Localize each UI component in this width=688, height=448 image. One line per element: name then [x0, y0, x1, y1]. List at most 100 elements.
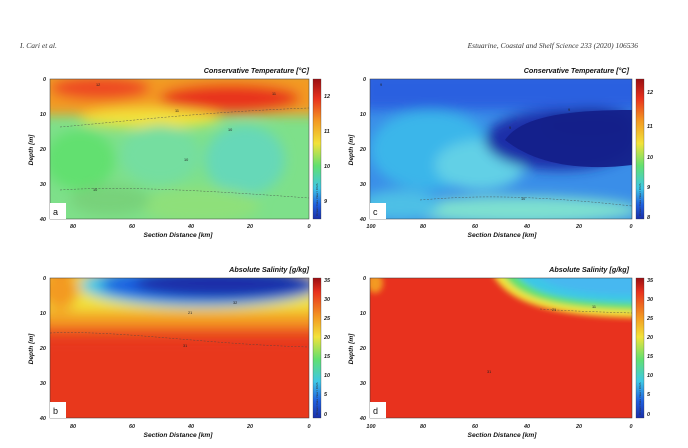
- panel-a-contour-label: 10: [184, 158, 188, 162]
- panel-c-label-box: [370, 203, 386, 219]
- panel-a-ytick: 0: [43, 77, 46, 83]
- panel-d-ytick: 10: [360, 311, 366, 317]
- panel-a-title: Conservative Temperature [°C]: [204, 66, 310, 75]
- panel-b-title: Absolute Salinity [g/kg]: [228, 265, 309, 274]
- panel-c-xtick: 20: [575, 224, 582, 230]
- panel-b-label-box: [50, 402, 66, 418]
- panel-c-contour-label: 9: [380, 83, 382, 87]
- panel-d-ytick: 0: [363, 276, 366, 282]
- panel-d-xtick: 80: [420, 424, 426, 430]
- panel-a-ytick: 20: [39, 147, 46, 153]
- panel-a-contour-label: 10: [93, 188, 97, 192]
- panel-a-watermark: Ocean Data View / DIVA: [315, 183, 319, 216]
- panel-b-contour-label: 21: [188, 311, 192, 315]
- panel-c-contour-label: 9: [509, 126, 511, 130]
- panel-d-field: [370, 278, 632, 418]
- panel-a-field: [50, 79, 309, 219]
- panel-a-colorbar: [312, 78, 322, 220]
- panel-c-label: c: [373, 207, 378, 217]
- panel-b-contour-label: 32: [233, 301, 237, 305]
- panel-a-xtick: 0: [307, 224, 310, 230]
- panel-b-ytick: 10: [40, 311, 46, 317]
- panel-c-cbar-tick: 11: [647, 124, 653, 130]
- panel-c-cbar-tick: 12: [647, 90, 653, 96]
- panel-c-cbar-tick: 10: [647, 155, 653, 161]
- panel-b-cbar-tick: 30: [324, 297, 330, 303]
- panel-a-label: a: [53, 207, 58, 217]
- panel-b-xlabel: Section Distance [km]: [144, 432, 214, 439]
- panel-a-xtick: 80: [70, 224, 76, 230]
- panel-a-cbar-tick: 10: [324, 164, 330, 170]
- panel-d-cbar-tick: 25: [646, 316, 654, 322]
- panel-b-cbar-tick: 10: [324, 373, 330, 379]
- panel-a-cbar-tick: 11: [324, 129, 330, 135]
- panel-c-contour-label: 10: [521, 197, 525, 201]
- panel-d-ylabel: Depth [m]: [348, 333, 355, 365]
- panel-b-xtick: 0: [307, 424, 310, 430]
- panel-c-watermark: Ocean Data View / DIVA: [638, 183, 642, 216]
- panel-b: Absolute Salinity [g/kg] 21 31 32 b 0 10…: [28, 265, 331, 439]
- panel-a-cbar-tick: 9: [324, 199, 328, 205]
- panel-b-contour-label: 31: [183, 344, 187, 348]
- panel-b-ytick: 20: [39, 346, 46, 352]
- panel-d-cbar-tick: 10: [647, 373, 653, 379]
- panel-d-xtick: 0: [629, 424, 632, 430]
- panel-d-label: d: [373, 406, 378, 416]
- panel-b-watermark: Ocean Data View / DIVA: [315, 382, 319, 415]
- panel-c-contour-label: 9: [568, 108, 570, 112]
- panel-b-ytick: 40: [39, 416, 46, 422]
- panel-d: Absolute Salinity [g/kg] 21 11 31 d 0 10…: [348, 265, 654, 439]
- panel-d-contour-label: 11: [592, 305, 596, 309]
- panel-d-xlabel: Section Distance [km]: [468, 432, 538, 439]
- panel-d-watermark: Ocean Data View / DIVA: [638, 382, 642, 415]
- panel-d-cbar-tick: 20: [646, 335, 653, 341]
- panel-c-ytick: 30: [360, 182, 366, 188]
- panel-b-xtick: 20: [246, 424, 253, 430]
- panel-d-colorbar: [635, 277, 645, 419]
- panel-a-xtick: 20: [246, 224, 253, 230]
- panel-b-cbar-tick: 25: [323, 316, 331, 322]
- panel-d-ytick: 40: [359, 416, 366, 422]
- panel-a-label-box: [50, 203, 66, 219]
- panel-c-cbar-tick: 9: [647, 185, 651, 191]
- panel-c-colorbar: [635, 78, 645, 220]
- panel-c-ylabel: Depth [m]: [348, 134, 355, 166]
- panel-c-ytick: 0: [363, 77, 366, 83]
- panel-d-ytick: 30: [360, 381, 366, 387]
- panel-c-title: Conservative Temperature [°C]: [524, 66, 630, 75]
- panel-d-xtick: 20: [575, 424, 582, 430]
- panel-c-ytick: 20: [359, 147, 366, 153]
- panel-d-ytick: 20: [359, 346, 366, 352]
- panel-d-cbar-tick: 35: [647, 278, 654, 284]
- running-header-authors: I. Cari et al.: [20, 41, 57, 50]
- panel-c: Conservative Temperature [°C] 9 9 9 10 c…: [348, 66, 653, 239]
- panel-c-xtick: 60: [472, 224, 478, 230]
- panel-c-ytick: 40: [359, 217, 366, 223]
- panel-c-field: [370, 79, 632, 219]
- panel-c-xtick: 80: [420, 224, 426, 230]
- running-header-journal: Estuarine, Coastal and Shelf Science 233…: [467, 41, 638, 50]
- panel-b-ytick: 0: [43, 276, 46, 282]
- panel-a-contour-label: 11: [175, 109, 179, 113]
- panel-d-cbar-tick: 30: [647, 297, 653, 303]
- panel-d-xtick: 60: [472, 424, 478, 430]
- panel-a-contour-label: 12: [96, 83, 100, 87]
- panel-c-ytick: 10: [360, 112, 366, 118]
- panel-b-label: b: [53, 406, 58, 416]
- panel-d-cbar-tick: 0: [647, 412, 650, 418]
- panel-c-xtick: 100: [366, 224, 375, 230]
- panel-b-xtick: 80: [70, 424, 76, 430]
- panel-c-xlabel: Section Distance [km]: [468, 232, 538, 239]
- panel-b-cbar-tick: 35: [324, 278, 331, 284]
- panel-d-label-box: [370, 402, 386, 418]
- panel-a-ytick: 10: [40, 112, 46, 118]
- panel-b-ytick: 30: [40, 381, 46, 387]
- panel-a-ytick: 30: [40, 182, 46, 188]
- panel-c-xtick: 40: [523, 224, 530, 230]
- panel-a-ylabel: Depth [m]: [28, 134, 35, 166]
- panel-d-cbar-tick: 5: [647, 392, 651, 398]
- panel-d-contour-label: 21: [552, 308, 556, 312]
- panel-c-xtick: 0: [629, 224, 632, 230]
- panel-b-ylabel: Depth [m]: [28, 333, 35, 365]
